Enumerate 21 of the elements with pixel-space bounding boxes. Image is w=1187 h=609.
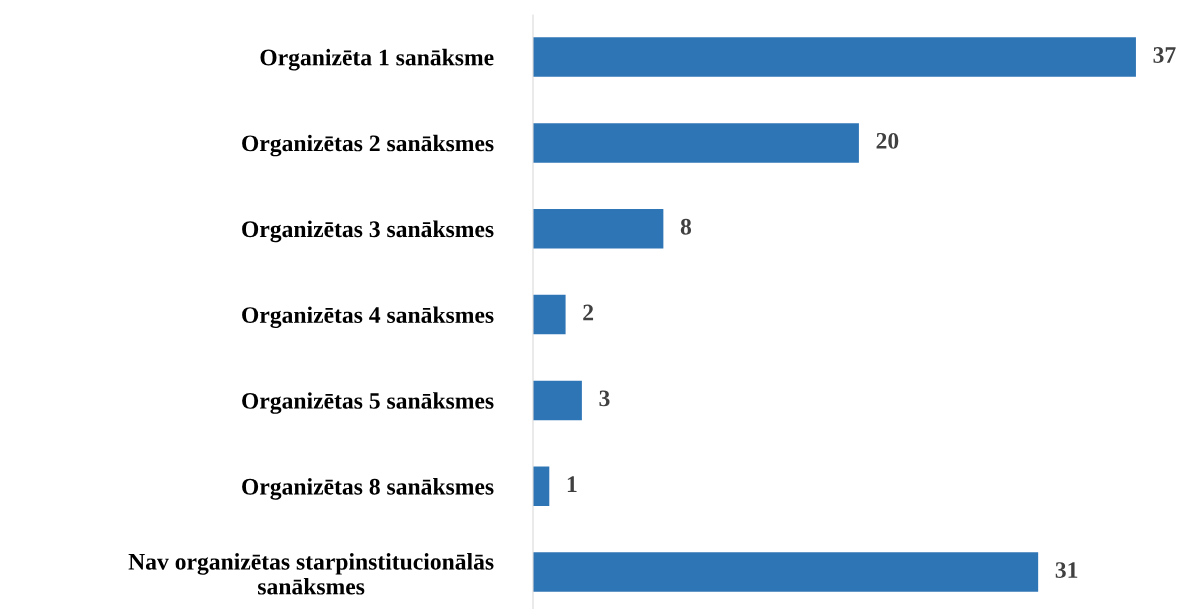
bar <box>533 552 1039 592</box>
bar <box>533 380 582 421</box>
bar <box>533 208 664 249</box>
data-label: 37 <box>1153 47 1176 63</box>
data-label: 3 <box>599 390 610 407</box>
y-tick-label: Organizēta 1 sanāksme <box>260 48 494 71</box>
y-tick-label: Organizētas 4 sanāksmes <box>242 306 494 328</box>
data-label: 20 <box>876 132 899 149</box>
y-tick-label: Nav organizētas starpinstitucionālās sanāksmes <box>128 553 494 595</box>
y-tick-label: Organizētas 2 sanāksmes <box>242 134 494 157</box>
bar <box>533 294 566 335</box>
data-label: 2 <box>583 304 594 321</box>
bar <box>533 37 1136 77</box>
data-label: 31 <box>1055 562 1078 578</box>
data-label: 1 <box>567 476 577 492</box>
y-tick-label: Organizētas 3 sanāksmes <box>242 220 494 243</box>
bar <box>533 123 859 163</box>
bar <box>533 466 550 506</box>
y-tick-label: Organizētas 8 sanāksmes <box>242 478 494 500</box>
y-tick-label: Organizētas 5 sanāksmes <box>242 392 494 414</box>
data-label: 8 <box>680 218 692 235</box>
